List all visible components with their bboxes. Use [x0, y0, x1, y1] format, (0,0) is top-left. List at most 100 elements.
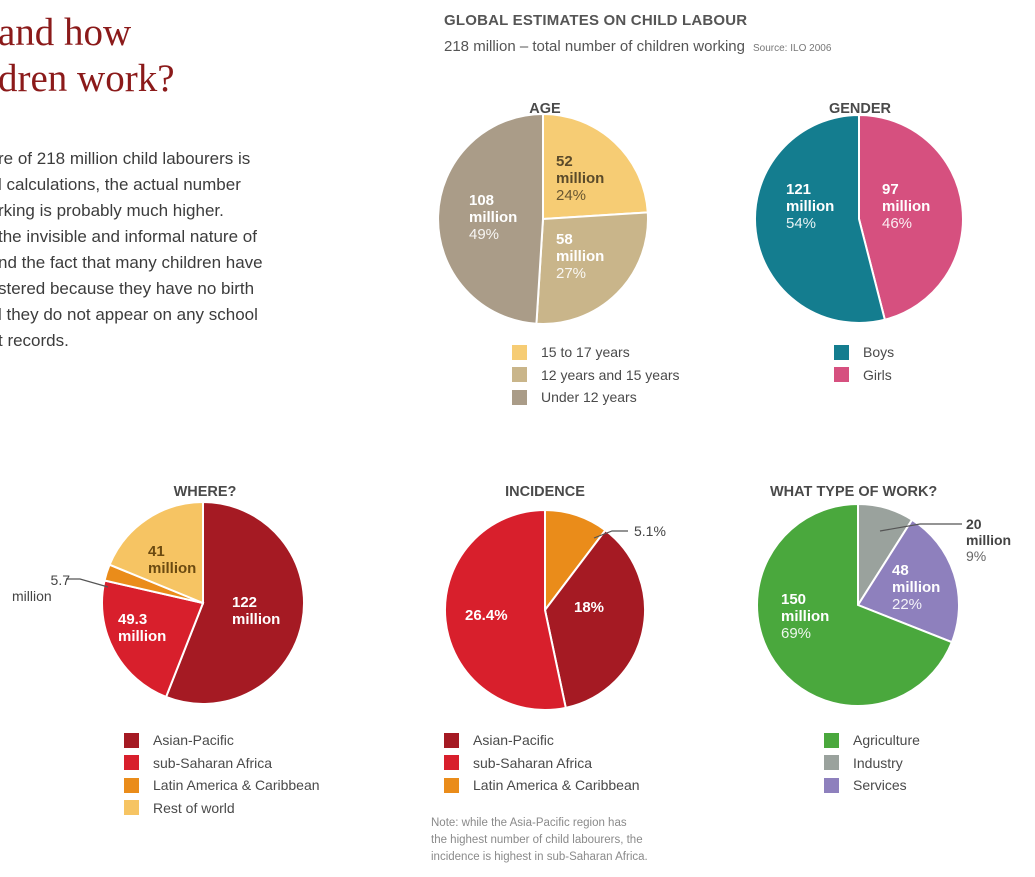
label-line: 24%	[556, 187, 586, 204]
legend-swatch	[512, 389, 527, 405]
incidence-note: Note: while the Asia-Pacific region has …	[431, 815, 648, 866]
work-industry-leader-line	[879, 523, 962, 532]
legend-item: sub-Saharan Africa	[444, 752, 640, 775]
legend-swatch	[824, 755, 839, 771]
legend-item: Asian-Pacific	[444, 729, 640, 752]
infographic-subtitle: 218 million – total number of children w…	[444, 38, 831, 55]
legend-swatch	[824, 732, 839, 748]
pie-slice-boys	[754, 113, 887, 324]
legend-swatch	[444, 755, 459, 771]
gender-legend: Boys Girls	[834, 341, 894, 386]
legend-label: Latin America & Caribbean	[473, 777, 640, 794]
legend-swatch	[124, 732, 139, 748]
where-latam-external-label: 5.7 million	[8, 572, 70, 604]
slice-data-label: 52 million 24%	[556, 153, 604, 204]
legend-swatch	[124, 800, 139, 816]
legend-item: Rest of world	[124, 797, 320, 820]
work-industry-external-label: 20 million 9%	[966, 516, 1011, 564]
slice-data-label: 48 million 22%	[892, 562, 940, 613]
legend-item: Services	[824, 774, 920, 797]
legend-swatch	[512, 367, 527, 383]
slice-data-label: 26.4%	[465, 607, 508, 624]
pie-slice-under-12-years	[437, 112, 544, 325]
intro-line: stered because they have no birth	[0, 279, 255, 298]
legend-item: Agriculture	[824, 729, 920, 752]
legend-item: Industry	[824, 752, 920, 775]
slice-data-label: 58 million 27%	[556, 231, 604, 282]
legend-label: Latin America & Caribbean	[153, 777, 320, 794]
pie-slice-sub-saharan-africa	[443, 508, 567, 711]
intro-line: the invisible and informal nature of	[0, 227, 257, 246]
label-line: 41	[148, 543, 165, 560]
legend-label: Girls	[863, 366, 892, 383]
legend-item: 15 to 17 years	[512, 341, 680, 364]
label-line: 46%	[882, 215, 912, 232]
legend-label: Industry	[853, 754, 903, 771]
pie-slice-services	[856, 518, 960, 644]
label-line: 48	[892, 562, 909, 579]
intro-line: t records.	[0, 331, 69, 350]
label-line: million	[882, 198, 930, 215]
pie-slice-12-years-and-15-years	[535, 211, 649, 325]
gender-pie-chart: 97 million 46%121 million 54%	[754, 113, 964, 324]
label-line: 18%	[574, 599, 604, 616]
legend-swatch	[444, 777, 459, 793]
source-note: Source: ILO 2006	[753, 43, 832, 54]
legend-label: Services	[853, 777, 907, 794]
where-latam-leader-line	[66, 578, 109, 588]
pie-slice-rest-of-world	[108, 500, 204, 605]
label-line: 97	[882, 181, 899, 198]
where-legend: Asian-Pacific sub-Saharan Africa Latin A…	[124, 729, 320, 819]
legend-item: 12 years and 15 years	[512, 364, 680, 387]
heading-line: dren work?	[0, 57, 175, 100]
slice-data-label: 150 million 69%	[781, 591, 829, 642]
heading-line: and how	[0, 11, 132, 54]
slice-data-label: 41 million	[148, 543, 196, 577]
label-line: million	[148, 560, 196, 577]
pie-slice-sub-saharan-africa	[101, 579, 205, 699]
note-line: Note: while the Asia-Pacific region has	[431, 817, 627, 829]
label-line: million	[556, 248, 604, 265]
legend-label: Rest of world	[153, 799, 235, 816]
intro-line: nd the fact that many children have	[0, 253, 263, 272]
legend-item: Boys	[834, 341, 894, 364]
label-line: 108	[469, 192, 494, 209]
subtitle-text: 218 million – total number of children w…	[444, 38, 745, 55]
label-line: million	[12, 588, 52, 604]
label-line: million	[892, 579, 940, 596]
legend-swatch	[124, 777, 139, 793]
age-legend: 15 to 17 years 12 years and 15 years Und…	[512, 341, 680, 409]
incidence-latam-external-label: 5.1%	[634, 523, 666, 539]
legend-swatch	[444, 732, 459, 748]
label-line: 22%	[892, 596, 922, 613]
legend-swatch	[834, 344, 849, 360]
legend-item: Under 12 years	[512, 386, 680, 409]
age-chart-title: AGE	[529, 101, 561, 117]
label-line: 26.4%	[465, 607, 508, 624]
section-heading: and how dren work?	[0, 10, 175, 102]
incidence-pie-chart: 18% 26.4%	[443, 508, 646, 711]
label-line: 150	[781, 591, 806, 608]
label-line: million	[118, 628, 166, 645]
where-chart-title: WHERE?	[173, 484, 237, 500]
intro-line: re of 218 million child labourers is	[0, 149, 251, 168]
label-line: 49%	[469, 226, 499, 243]
work-legend: Agriculture Industry Services	[824, 729, 920, 797]
legend-label: sub-Saharan Africa	[153, 754, 273, 771]
label-line: 5.7	[50, 572, 70, 588]
slice-data-label: 121 million 54%	[786, 181, 834, 232]
incidence-latam-leader-line	[593, 530, 628, 539]
incidence-chart-title: INCIDENCE	[505, 484, 585, 500]
pie-slice-girls	[858, 113, 964, 321]
intro-line: l they do not appear on any school	[0, 305, 258, 324]
label-line: million	[786, 198, 834, 215]
legend-label: Asian-Pacific	[473, 732, 554, 749]
legend-label: Boys	[863, 344, 895, 361]
incidence-legend: Asian-Pacific sub-Saharan Africa Latin A…	[444, 729, 640, 797]
pie-slice-asian-pacific	[164, 500, 305, 705]
legend-item: Girls	[834, 364, 894, 387]
legend-label: Agriculture	[853, 732, 920, 749]
legend-swatch	[834, 367, 849, 383]
